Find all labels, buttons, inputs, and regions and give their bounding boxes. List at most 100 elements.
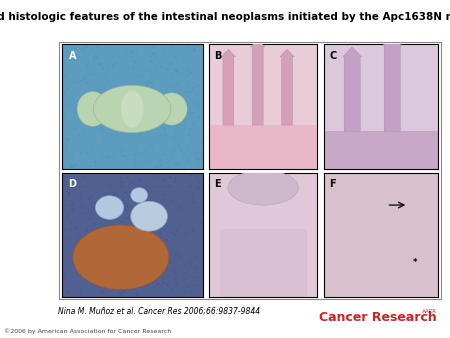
Point — [193, 172, 200, 177]
FancyArrow shape — [251, 39, 265, 125]
Point — [110, 191, 117, 196]
Point — [102, 264, 109, 269]
Point — [71, 45, 78, 51]
Point — [110, 131, 117, 137]
Point — [122, 47, 130, 53]
Point — [182, 229, 189, 235]
Point — [70, 161, 77, 166]
Point — [96, 213, 103, 218]
Point — [184, 82, 191, 88]
Point — [132, 220, 139, 225]
Point — [126, 276, 133, 282]
Point — [104, 94, 111, 100]
Point — [157, 112, 164, 117]
Point — [104, 119, 111, 124]
Point — [65, 119, 72, 125]
Point — [67, 226, 74, 232]
Point — [158, 132, 165, 138]
Point — [173, 294, 180, 299]
Point — [110, 151, 117, 157]
Point — [71, 46, 78, 52]
Point — [59, 181, 66, 186]
Point — [165, 120, 172, 125]
Point — [125, 214, 132, 220]
Point — [77, 237, 84, 242]
Point — [146, 79, 153, 85]
Point — [132, 250, 139, 255]
Point — [182, 88, 189, 93]
Point — [192, 151, 199, 157]
Point — [110, 206, 117, 211]
Point — [117, 179, 124, 184]
Point — [105, 281, 112, 286]
Point — [81, 277, 89, 283]
Point — [61, 202, 68, 208]
Point — [191, 254, 198, 259]
Point — [143, 256, 150, 262]
Point — [104, 274, 111, 279]
Point — [63, 235, 70, 241]
Point — [111, 197, 118, 202]
Ellipse shape — [228, 170, 298, 205]
Point — [100, 120, 108, 125]
Point — [153, 164, 161, 170]
Point — [175, 205, 182, 211]
Point — [80, 45, 87, 50]
Point — [174, 227, 181, 233]
Point — [111, 105, 118, 110]
Point — [124, 156, 131, 162]
Point — [134, 72, 141, 78]
Point — [118, 113, 126, 118]
Point — [132, 239, 139, 244]
Point — [189, 48, 196, 53]
Point — [186, 183, 194, 188]
Point — [182, 122, 189, 128]
Point — [153, 281, 160, 287]
Point — [181, 276, 188, 282]
Point — [179, 270, 186, 275]
Point — [101, 59, 108, 65]
Point — [88, 145, 95, 150]
Bar — [220, 229, 306, 297]
Point — [186, 112, 194, 117]
Point — [68, 178, 75, 183]
Point — [64, 288, 71, 293]
Point — [136, 131, 144, 137]
Point — [154, 280, 162, 285]
Point — [78, 46, 85, 52]
Point — [183, 73, 190, 78]
Point — [122, 206, 129, 211]
Point — [126, 274, 134, 280]
Point — [181, 289, 189, 294]
Point — [147, 88, 154, 93]
Point — [63, 86, 71, 92]
Point — [109, 78, 117, 83]
Point — [118, 287, 126, 293]
Point — [197, 157, 204, 163]
Point — [68, 163, 76, 168]
Point — [154, 173, 161, 179]
Point — [146, 142, 153, 147]
Point — [117, 183, 125, 189]
Point — [187, 89, 194, 94]
Point — [97, 250, 104, 256]
Point — [98, 49, 105, 54]
Point — [76, 257, 83, 263]
Point — [134, 93, 141, 99]
Point — [133, 48, 140, 53]
Point — [99, 123, 107, 128]
Point — [151, 54, 158, 59]
Point — [63, 136, 70, 142]
Point — [172, 69, 180, 74]
Text: F: F — [329, 179, 336, 189]
Point — [69, 154, 76, 160]
Point — [153, 209, 160, 215]
Point — [112, 60, 120, 65]
Point — [116, 256, 123, 261]
Point — [82, 211, 89, 216]
Point — [149, 100, 156, 106]
Point — [63, 153, 70, 159]
Point — [125, 66, 132, 71]
Point — [128, 107, 135, 113]
Point — [166, 108, 173, 113]
